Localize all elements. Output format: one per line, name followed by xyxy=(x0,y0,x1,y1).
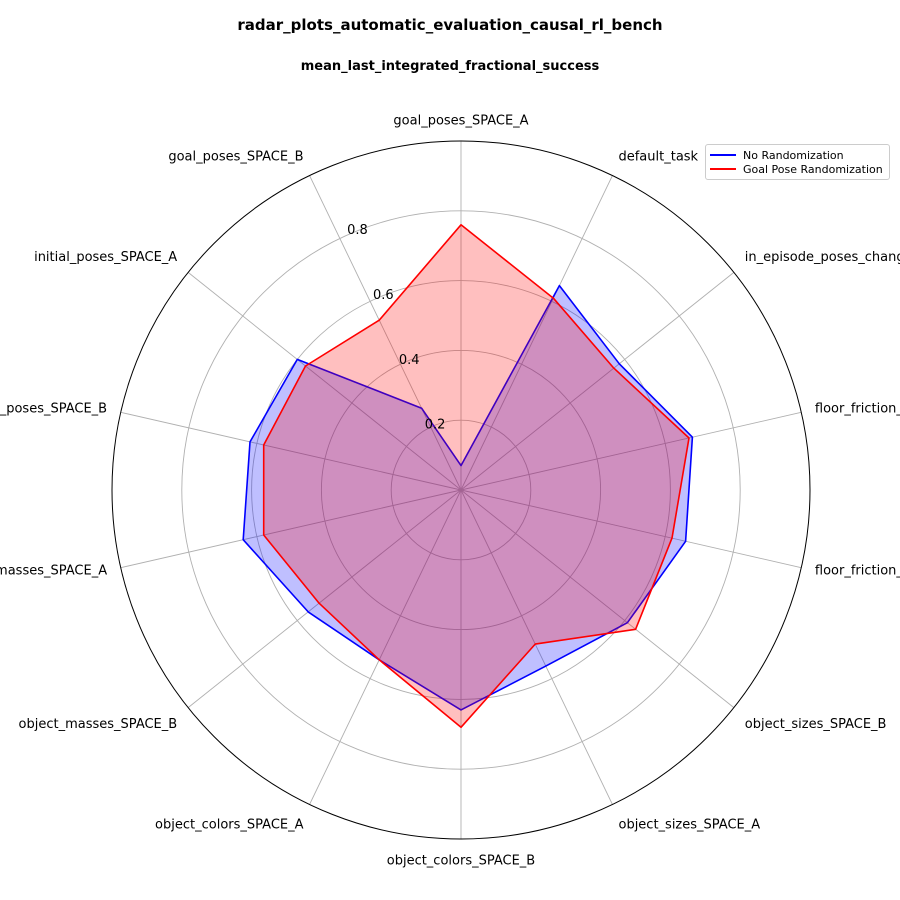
spoke-default-task xyxy=(460,175,613,491)
legend-line-goal-pose-randomization xyxy=(710,168,736,170)
legend-line-no-randomization xyxy=(710,154,736,156)
axis-label-object-sizes-space-b: object_sizes_SPACE_B xyxy=(745,717,887,732)
legend-item-goal-pose-randomization: Goal Pose Randomization xyxy=(710,162,883,176)
spoke-object-masses-space-b xyxy=(187,489,462,708)
radar-grid xyxy=(111,140,811,840)
axis-label-goal-poses-space-b: goal_poses_SPACE_B xyxy=(168,149,303,164)
radar-series xyxy=(242,224,694,729)
axis-label-object-sizes-space-a: object_sizes_SPACE_A xyxy=(618,818,760,833)
radial-tick-label-0-4: 0.4 xyxy=(399,353,420,368)
axis-label-floor-friction-space-a: floor_friction_SPACE_A xyxy=(815,563,900,578)
axis-label-in-episode-poses-change: in_episode_poses_change xyxy=(745,250,900,265)
radial-tick-label-0-6: 0.6 xyxy=(373,288,394,303)
axis-label-initial-poses-space-a: initial_poses_SPACE_A xyxy=(34,250,177,265)
axis-label-default-task: default_task xyxy=(618,149,698,164)
spoke-object-masses-space-a xyxy=(120,489,462,569)
spoke-in-episode-poses-change xyxy=(460,272,735,491)
legend-item-no-randomization: No Randomization xyxy=(710,148,883,162)
chart-subtitle: mean_last_integrated_fractional_success xyxy=(300,59,600,74)
spoke-object-colors-space-a xyxy=(309,489,462,805)
radial-tick-label-0-2: 0.2 xyxy=(425,418,446,433)
axis-label-object-colors-space-b: object_colors_SPACE_B xyxy=(387,854,535,869)
chart-title: radar_plots_automatic_evaluation_causal_… xyxy=(237,16,663,34)
axis-label-object-colors-space-a: object_colors_SPACE_A xyxy=(155,818,304,833)
spoke-initial-poses-space-a xyxy=(187,272,462,491)
spoke-floor-friction-space-b xyxy=(460,411,802,491)
legend-label-no-randomization: No Randomization xyxy=(743,148,844,162)
axis-label-goal-poses-space-a: goal_poses_SPACE_A xyxy=(393,114,528,129)
spoke-object-sizes-space-a xyxy=(460,489,613,805)
axis-label-object-masses-space-a: object_masses_SPACE_A xyxy=(0,563,107,578)
radial-tick-label-0-8: 0.8 xyxy=(347,223,368,238)
series-no-randomization xyxy=(242,284,694,711)
outer-frame xyxy=(111,140,811,840)
axis-label-object-masses-space-b: object_masses_SPACE_B xyxy=(19,717,178,732)
axis-label-initial-poses-space-b: initial_poses_SPACE_B xyxy=(0,402,107,417)
radar-axis-labels: 0.2 0.4 0.6 0.8 goal_poses_SPACE_A default_ta… xyxy=(0,114,900,869)
spoke-goal-poses-space-b xyxy=(309,175,462,491)
axis-label-floor-friction-space-b: floor_friction_SPACE_B xyxy=(815,402,900,417)
spoke-object-sizes-space-b xyxy=(460,489,735,708)
series-goal-pose-randomization xyxy=(262,224,690,729)
spoke-floor-friction-space-a xyxy=(460,489,802,569)
spoke-initial-poses-space-b xyxy=(120,411,462,491)
legend-label-goal-pose-randomization: Goal Pose Randomization xyxy=(743,162,883,176)
legend: No Randomization Goal Pose Randomization xyxy=(705,144,890,180)
